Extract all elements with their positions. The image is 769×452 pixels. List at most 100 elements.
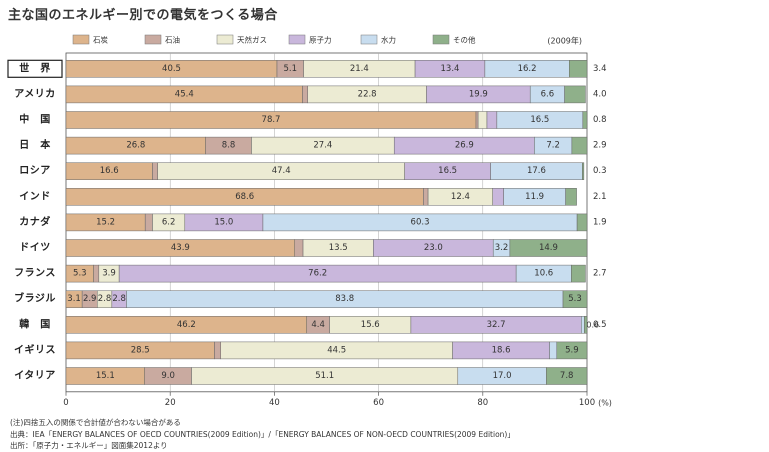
legend-label-4: 水力 <box>381 35 396 45</box>
legend-swatch-5 <box>432 34 450 45</box>
value-label-12-5: 7.8 <box>560 371 574 381</box>
category-label-4: ロシア <box>19 165 51 177</box>
value-label-10-3: 32.7 <box>487 320 506 330</box>
category-box-0 <box>7 59 63 78</box>
value-label-10-5: 0.5 <box>593 320 607 330</box>
bar-8-1 <box>93 264 100 283</box>
value-label-10-0: 46.2 <box>177 320 196 330</box>
category-label-9: ブラジル <box>14 292 56 305</box>
bar-2-1 <box>475 111 479 129</box>
value-label-4-5: 0.3 <box>593 166 607 176</box>
value-label-0-5: 3.4 <box>593 64 607 74</box>
legend-swatch-4 <box>360 34 378 45</box>
unit-label: (%) <box>598 398 612 407</box>
bar-10-5 <box>584 316 588 334</box>
value-label-11-2: 44.5 <box>327 345 346 355</box>
value-label-4-0: 16.6 <box>100 166 119 176</box>
legend-label-3: 原子力 <box>309 35 332 45</box>
value-label-9-1: 2.9 <box>83 294 97 304</box>
value-label-3-1: 8.8 <box>222 141 236 151</box>
value-label-0-3: 13.4 <box>441 64 460 74</box>
value-label-0-0: 40.5 <box>162 64 181 74</box>
bar-12-5 <box>546 367 588 385</box>
value-label-9-2: 2.8 <box>98 294 112 304</box>
value-label-11-3: 18.6 <box>492 345 511 355</box>
value-label-6-3: 15.0 <box>214 217 233 227</box>
value-label-8-4: 10.6 <box>534 269 553 279</box>
value-label-10-2: 15.6 <box>361 320 380 330</box>
legend-swatch-1 <box>144 34 162 45</box>
bar-8-5 <box>571 264 586 283</box>
category-label-8: フランス <box>14 267 56 279</box>
page-title: 主な国のエネルギー別での電気をつくる場合 <box>8 8 278 23</box>
bar-6-5 <box>576 213 588 232</box>
year-label: (2009年) <box>547 36 582 46</box>
value-label-12-1: 9.0 <box>161 371 175 381</box>
bar-4-1 <box>152 162 158 180</box>
value-label-7-0: 43.9 <box>171 243 190 253</box>
value-label-2-0: 78.7 <box>262 115 281 125</box>
value-label-8-2: 3.9 <box>102 269 116 279</box>
value-label-3-4: 7.2 <box>546 141 560 151</box>
category-label-1: アメリカ <box>14 88 56 100</box>
value-label-4-2: 47.4 <box>272 166 291 176</box>
value-label-5-4: 11.9 <box>525 192 544 202</box>
category-label-11: イギリス <box>14 343 56 356</box>
value-label-5-2: 12.4 <box>451 192 470 202</box>
value-label-3-2: 27.4 <box>313 141 332 151</box>
value-label-1-4: 6.6 <box>541 89 555 99</box>
value-label-3-0: 26.8 <box>126 141 145 151</box>
tick-label-0: 0 <box>63 398 68 408</box>
bar-6-1 <box>144 213 153 232</box>
bar-11-4 <box>549 341 558 360</box>
value-label-1-0: 45.4 <box>175 89 194 99</box>
value-label-0-2: 21.4 <box>350 64 369 74</box>
value-label-1-2: 22.8 <box>358 89 377 99</box>
category-label-3: 日 本 <box>19 138 51 151</box>
legend-label-2: 天然ガス <box>237 35 267 45</box>
value-label-12-4: 17.0 <box>493 371 512 381</box>
legend-label-1: 石油 <box>165 35 180 45</box>
category-label-2: 中 国 <box>19 113 51 126</box>
category-label-5: インド <box>19 190 51 202</box>
legend-label-0: 石炭 <box>93 36 108 45</box>
value-label-2-5: 0.8 <box>593 115 607 125</box>
bar-1-1 <box>302 85 308 104</box>
bar-10-4 <box>581 316 585 334</box>
value-label-0-1: 5.1 <box>284 64 298 74</box>
value-label-0-4: 16.2 <box>518 64 537 74</box>
value-label-9-0: 3.1 <box>67 294 81 304</box>
value-label-6-4: 60.3 <box>411 217 430 227</box>
bar-5-5 <box>565 188 577 206</box>
value-label-3-3: 26.9 <box>455 141 474 151</box>
value-label-3-5: 2.9 <box>593 141 607 151</box>
value-label-2-4: 16.5 <box>530 115 549 125</box>
legend-swatch-3 <box>288 34 306 45</box>
value-label-5-0: 68.6 <box>235 192 254 202</box>
value-label-7-2: 13.5 <box>329 243 348 253</box>
tick-label-60: 60 <box>373 398 384 408</box>
bar-11-1 <box>214 341 221 360</box>
bar-2-5 <box>582 111 588 129</box>
value-label-6-5: 1.9 <box>593 217 607 227</box>
bar-2-3 <box>486 111 498 129</box>
value-label-11-5: 5.9 <box>565 345 579 355</box>
value-label-7-4: 3.2 <box>495 243 509 253</box>
bar-0-5 <box>569 60 588 78</box>
value-label-1-3: 19.9 <box>469 89 488 99</box>
origin-note: 出所：「原子力・エネルギー」図面集2012より <box>10 441 168 450</box>
tick-label-20: 20 <box>165 398 176 408</box>
value-label-6-0: 15.2 <box>96 217 115 227</box>
tick-label-100: 100 <box>579 398 595 408</box>
category-label-0: 世 界 <box>19 61 51 74</box>
footnote: (注)四捨五入の関係で合計値が合わない場合がある <box>10 418 181 427</box>
tick-label-40: 40 <box>269 398 280 408</box>
value-label-7-5: 14.9 <box>539 243 558 253</box>
bar-5-1 <box>423 188 429 206</box>
legend-swatch-2 <box>216 34 234 45</box>
value-label-8-3: 76.2 <box>308 269 327 279</box>
value-label-12-2: 51.1 <box>315 371 334 381</box>
bar-9-5 <box>562 290 588 308</box>
value-label-4-4: 17.6 <box>527 166 546 176</box>
